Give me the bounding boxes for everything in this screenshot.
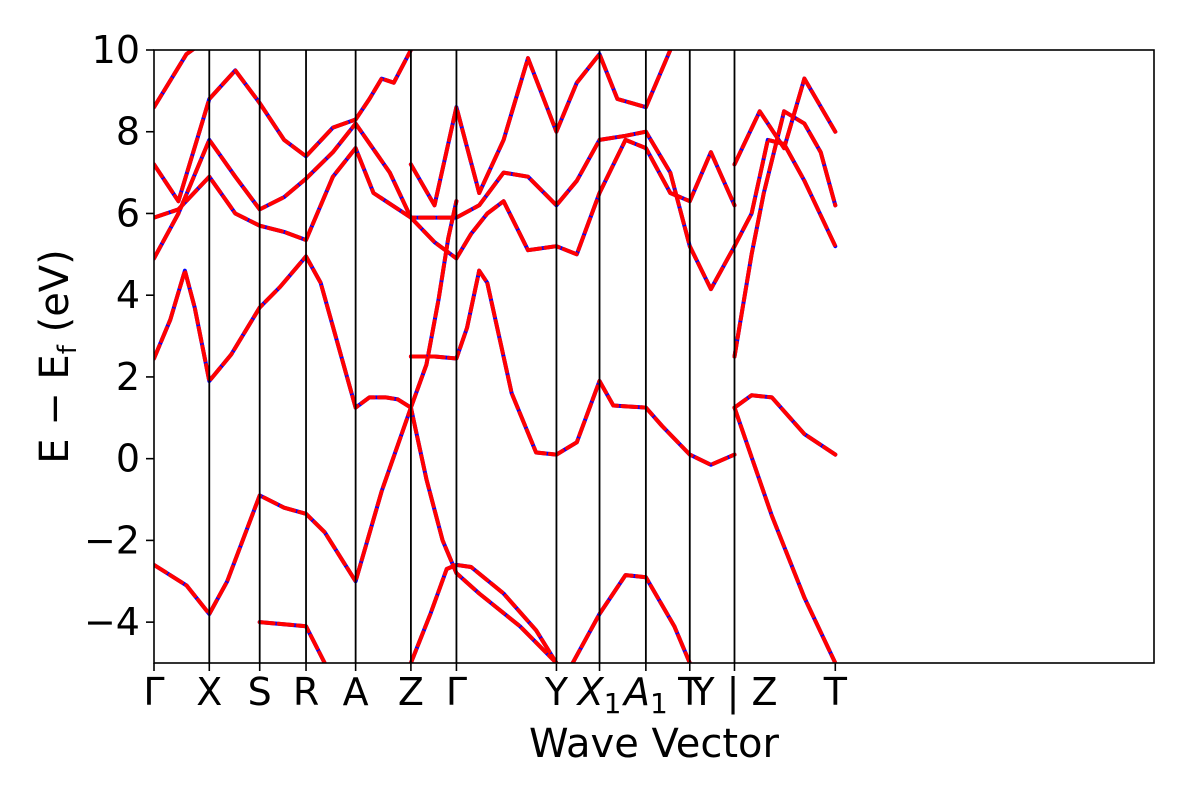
y-tick-label: 8 <box>116 110 140 154</box>
high-symmetry-lines <box>208 50 736 663</box>
y-axis-label-main: E − E <box>32 354 78 464</box>
x-tick-label: R <box>293 670 319 714</box>
band-line-series1-0 <box>154 254 413 410</box>
band-line-series1-13 <box>732 109 838 359</box>
band-lines <box>154 50 838 663</box>
plot-frame <box>153 49 1155 664</box>
band-line-series1-12 <box>408 50 673 208</box>
y-tick-label: −2 <box>84 518 140 562</box>
x-tick-label: Z <box>398 670 424 714</box>
x-tick-label: X <box>196 670 222 714</box>
y-axis-label-unit: (eV) <box>32 249 78 345</box>
x-tick-label: X1 <box>576 670 622 720</box>
x-tick-label: T <box>677 670 702 714</box>
band-line-series1-15 <box>154 50 196 110</box>
band-line-series1-2 <box>408 268 737 467</box>
band-line-series0-2 <box>408 268 737 467</box>
x-axis-label: Wave Vector <box>529 721 780 767</box>
band-line-series1-5 <box>408 562 559 663</box>
x-tick-label: S <box>248 670 272 714</box>
x-tick-label: Γ <box>143 670 164 714</box>
y-tick-label: 10 <box>92 28 140 72</box>
band-line-series1-8 <box>257 620 327 663</box>
band-line-series1-6 <box>570 573 692 663</box>
x-tick-label: A <box>343 670 369 714</box>
band-line-series0-9 <box>154 121 737 261</box>
band-line-series1-16 <box>732 137 838 249</box>
band-line-series0-0 <box>154 254 413 410</box>
band-line-series1-7 <box>732 405 838 663</box>
x-tick-label: Y | Z <box>690 670 777 715</box>
y-tick-label: 0 <box>116 437 140 481</box>
band-line-series1-3 <box>732 393 838 457</box>
y-tick-label: −4 <box>84 600 140 644</box>
y-axis-label-sub: f <box>53 344 83 354</box>
band-line-series1-9 <box>154 121 737 261</box>
y-tick-label: 2 <box>116 355 140 399</box>
x-tick-label: A1 <box>621 670 668 720</box>
band-line-series1-1 <box>408 199 459 410</box>
x-tick-label: Γ <box>446 670 467 714</box>
y-axis-ticks: −4 −2 0 2 4 6 8 10 <box>84 28 154 644</box>
x-tick-label: Y <box>544 670 569 714</box>
x-tick-label: T <box>823 670 848 714</box>
band-line-series1-14 <box>732 76 838 167</box>
y-tick-label: 4 <box>116 273 140 317</box>
y-axis-label: E − Ef (eV) <box>32 249 83 464</box>
band-line-series1-10 <box>154 129 737 292</box>
y-tick-label: 6 <box>116 191 140 235</box>
